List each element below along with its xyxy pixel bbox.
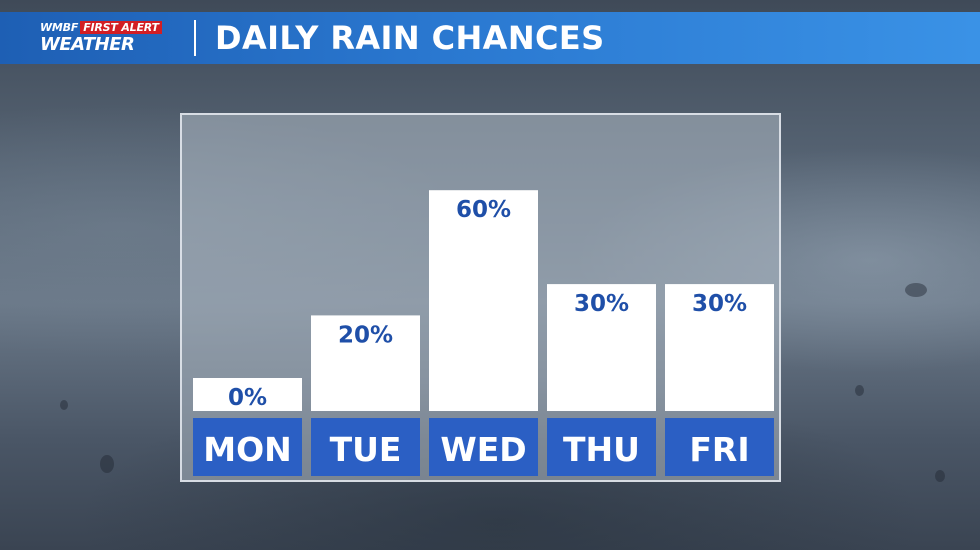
day-label-box-wed: [429, 418, 538, 476]
bar-thu: [547, 284, 656, 411]
raindrop: [60, 400, 68, 410]
bar-fri: [665, 284, 774, 411]
raindrop: [935, 470, 945, 482]
chart-panel: 0% MON 20% TUE 60% WED 30% THU 30% FRI: [180, 113, 781, 482]
page-title: DAILY RAIN CHANCES: [215, 19, 605, 57]
value-label-fri: 30%: [692, 291, 747, 317]
value-label-tue: 20%: [338, 322, 393, 348]
bar-tue: [311, 315, 420, 411]
value-label-mon: 0%: [228, 385, 267, 411]
day-label-wed: WED: [440, 430, 526, 469]
day-label-tue: TUE: [330, 430, 402, 469]
station-call-letters: WMBF: [40, 21, 79, 34]
header-divider: [194, 20, 196, 56]
day-label-box-mon: [193, 418, 302, 476]
day-label-box-fri: [665, 418, 774, 476]
value-label-thu: 30%: [574, 291, 629, 317]
value-label-wed: 60%: [456, 197, 511, 223]
station-logo-top: WMBF FIRST ALERT: [40, 21, 162, 34]
rain-chance-chart: 0% MON 20% TUE 60% WED 30% THU 30% FRI: [193, 190, 774, 476]
bar-mon: [193, 378, 302, 411]
raindrop: [905, 283, 927, 297]
station-logo-weather: WEATHER: [40, 34, 135, 55]
raindrop: [100, 455, 114, 473]
day-label-box-thu: [547, 418, 656, 476]
day-label-fri: FRI: [689, 430, 749, 469]
day-label-mon: MON: [203, 430, 292, 469]
first-alert-tag: FIRST ALERT: [80, 21, 162, 34]
bar-wed: [429, 190, 538, 411]
day-label-box-tue: [311, 418, 420, 476]
raindrop: [855, 385, 864, 396]
day-label-thu: THU: [563, 430, 640, 469]
header-banner: WMBF FIRST ALERT WEATHER DAILY RAIN CHANC…: [0, 12, 980, 64]
